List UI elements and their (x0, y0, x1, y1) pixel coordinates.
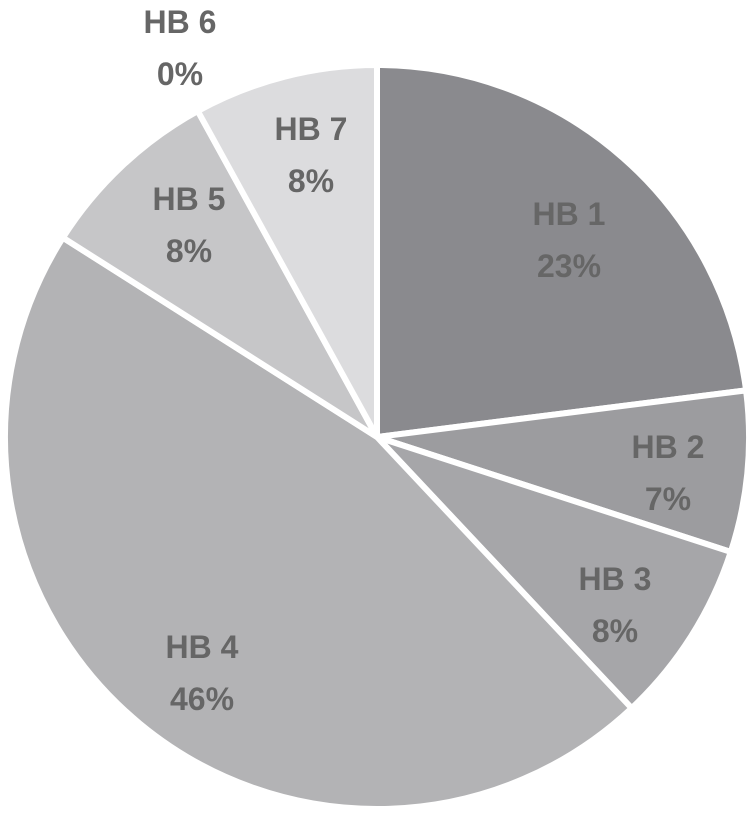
label-hb-1-name: HB 1 (533, 196, 606, 232)
label-hb-5-percent: 8% (166, 233, 212, 269)
label-hb-7-percent: 8% (288, 163, 334, 199)
label-hb-1-percent: 23% (537, 248, 601, 284)
slice-hb-2 (376, 387, 752, 556)
label-hb-2-percent: 7% (645, 481, 691, 517)
label-hb-6-percent: 0% (157, 56, 203, 92)
label-hb-4-percent: 46% (170, 681, 234, 717)
slice-hb-5 (58, 106, 380, 440)
label-hb-7-name: HB 7 (275, 111, 348, 147)
slice-hb-7 (193, 61, 380, 439)
label-hb-6-name: HB 6 (144, 4, 217, 40)
slice-hb-1 (374, 61, 750, 441)
label-hb-4-name: HB 4 (166, 629, 239, 665)
pie-labels: HB 1 23% HB 2 7% HB 3 8% HB 4 46% HB 5 8% HB 6 0% HB… (144, 4, 705, 717)
pie-slices (1, 61, 752, 812)
label-hb-3-percent: 8% (592, 613, 638, 649)
slice-hb-4 (1, 233, 636, 812)
label-hb-3-name: HB 3 (579, 561, 652, 597)
slice-hb-3 (374, 434, 735, 713)
label-hb-5-name: HB 5 (153, 181, 226, 217)
label-hb-2-name: HB 2 (632, 429, 705, 465)
